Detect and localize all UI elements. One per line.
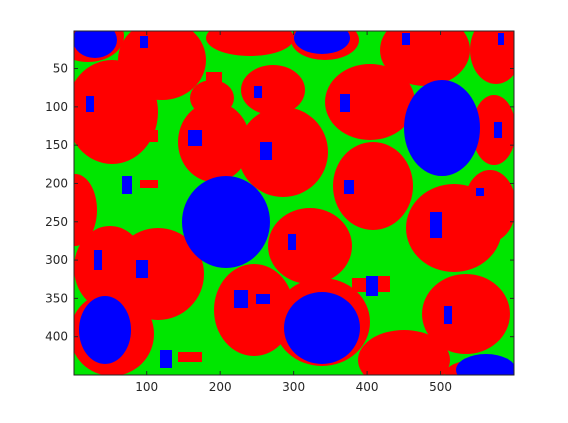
cell (206, 31, 294, 56)
y-tick-label: 50 (53, 62, 68, 76)
cell (325, 64, 415, 140)
y-axis: 50 100 150 200 250 300 350 400 (45, 62, 514, 344)
cell (144, 130, 158, 142)
cell (358, 330, 450, 375)
x-axis: 100 200 300 400 500 (135, 31, 452, 394)
nucleus (476, 188, 484, 196)
cell (74, 60, 158, 164)
x-tick-label: 200 (209, 380, 232, 394)
nucleus (256, 294, 270, 304)
x-tick-label: 300 (282, 380, 305, 394)
nucleus (404, 80, 480, 176)
plot-area (74, 31, 514, 375)
cell (333, 142, 413, 230)
cell (112, 228, 204, 320)
cell (422, 274, 510, 354)
cell (268, 208, 352, 284)
y-tick-label: 100 (45, 100, 68, 114)
nucleus (94, 250, 102, 270)
cell (106, 155, 116, 163)
cell (74, 174, 97, 246)
y-tick-label: 300 (45, 253, 68, 267)
nucleus (79, 296, 131, 364)
cell (178, 102, 250, 182)
nucleus (74, 31, 117, 58)
nucleus (294, 31, 350, 54)
nucleus (284, 292, 360, 364)
nucleus (498, 33, 504, 45)
y-tick-label: 150 (45, 138, 68, 152)
y-tick-label: 200 (45, 176, 68, 190)
x-tick-label: 100 (135, 380, 158, 394)
x-tick-label: 400 (356, 380, 379, 394)
cell (241, 65, 305, 115)
nucleus (344, 180, 354, 194)
cell (238, 107, 328, 197)
nucleus (444, 306, 452, 324)
nucleus (402, 33, 410, 45)
nucleus (86, 96, 94, 112)
nucleus (122, 176, 132, 194)
nucleus (260, 142, 272, 160)
nucleus (494, 122, 502, 138)
nucleus (140, 36, 148, 48)
y-tick-label: 350 (45, 291, 68, 305)
x-tick-label: 500 (429, 380, 452, 394)
nucleus-regions (74, 31, 514, 375)
cell-regions (74, 31, 514, 375)
nucleus (182, 176, 270, 268)
y-tick-label: 250 (45, 215, 68, 229)
nucleus (136, 260, 148, 278)
nucleus (254, 86, 262, 98)
nucleus (456, 354, 514, 375)
nucleus (288, 234, 296, 250)
nucleus (234, 290, 248, 308)
nucleus (366, 276, 378, 296)
y-tick-label: 400 (45, 330, 68, 344)
cell (206, 72, 222, 84)
cell (178, 352, 202, 362)
cell (472, 95, 514, 165)
cell (214, 264, 294, 356)
cell (464, 170, 514, 242)
nucleus (188, 130, 202, 146)
nucleus (430, 212, 442, 238)
cell (140, 180, 158, 188)
nucleus (160, 350, 172, 368)
cell (378, 276, 390, 292)
nucleus (340, 94, 350, 112)
cell (352, 278, 366, 292)
